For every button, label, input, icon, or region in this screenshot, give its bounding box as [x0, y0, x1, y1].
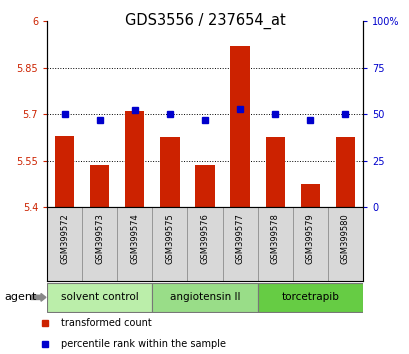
Text: angiotensin II: angiotensin II: [169, 292, 240, 302]
Bar: [335, 137, 354, 207]
Text: solvent control: solvent control: [61, 292, 138, 302]
Bar: [47, 207, 82, 281]
Bar: [195, 165, 214, 207]
Text: GSM399577: GSM399577: [235, 213, 244, 264]
Text: GSM399574: GSM399574: [130, 213, 139, 264]
Text: GSM399578: GSM399578: [270, 213, 279, 264]
Text: GSM399575: GSM399575: [165, 213, 174, 264]
Bar: [152, 207, 187, 281]
Bar: [222, 207, 257, 281]
Text: torcetrapib: torcetrapib: [281, 292, 338, 302]
Text: percentile rank within the sample: percentile rank within the sample: [61, 339, 226, 349]
Bar: [152, 283, 257, 312]
Bar: [90, 165, 109, 207]
Bar: [160, 137, 179, 207]
Text: GSM399573: GSM399573: [95, 213, 104, 264]
Bar: [125, 111, 144, 207]
Text: GDS3556 / 237654_at: GDS3556 / 237654_at: [124, 12, 285, 29]
Bar: [47, 283, 152, 312]
Bar: [257, 283, 362, 312]
Bar: [230, 46, 249, 207]
Bar: [257, 207, 292, 281]
Bar: [265, 137, 284, 207]
Text: transformed count: transformed count: [61, 318, 152, 328]
Bar: [117, 207, 152, 281]
Bar: [55, 136, 74, 207]
Text: GSM399576: GSM399576: [200, 213, 209, 264]
Bar: [82, 207, 117, 281]
Text: GSM399580: GSM399580: [340, 213, 349, 264]
Bar: [187, 207, 222, 281]
Bar: [292, 207, 327, 281]
Text: agent: agent: [4, 292, 36, 302]
Text: GSM399572: GSM399572: [60, 213, 69, 264]
Bar: [300, 184, 319, 207]
Bar: [327, 207, 362, 281]
Text: GSM399579: GSM399579: [305, 213, 314, 264]
